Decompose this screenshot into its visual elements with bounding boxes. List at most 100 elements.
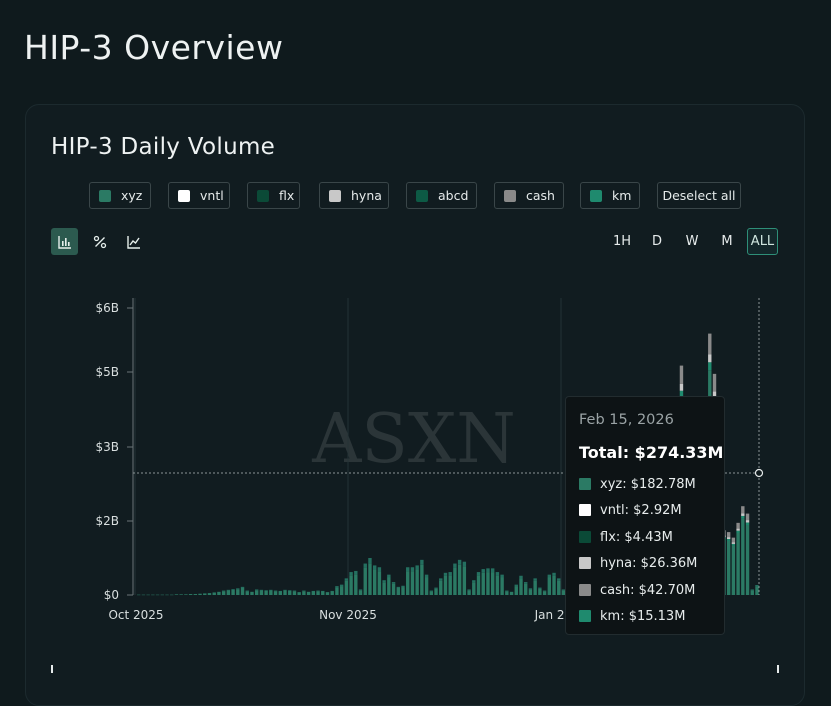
bar-xyz[interactable] bbox=[335, 587, 339, 595]
legend-item-km[interactable]: km bbox=[580, 182, 640, 209]
bar-xyz[interactable] bbox=[174, 594, 179, 595]
bar-km[interactable] bbox=[741, 515, 745, 519]
bar-xyz[interactable] bbox=[505, 591, 509, 595]
bar-xyz[interactable] bbox=[358, 590, 363, 595]
bar-other[interactable] bbox=[434, 587, 438, 589]
bar-other[interactable] bbox=[311, 590, 316, 592]
bar-xyz[interactable] bbox=[221, 591, 226, 595]
bar-xyz[interactable] bbox=[457, 564, 462, 595]
bar-xyz[interactable] bbox=[273, 591, 278, 595]
bar-xyz[interactable] bbox=[424, 577, 429, 595]
bar-hyna[interactable] bbox=[736, 528, 740, 531]
bar-other[interactable] bbox=[476, 572, 481, 576]
bar-km[interactable] bbox=[745, 522, 750, 525]
bar-xyz[interactable] bbox=[462, 566, 467, 595]
bar-xyz[interactable] bbox=[745, 524, 750, 595]
bar-xyz[interactable] bbox=[179, 594, 183, 595]
bar-cash[interactable] bbox=[726, 532, 731, 538]
bar-xyz[interactable] bbox=[514, 586, 518, 595]
bar-xyz[interactable] bbox=[184, 594, 188, 595]
bar-other[interactable] bbox=[457, 559, 462, 565]
bar-other[interactable] bbox=[221, 590, 226, 592]
bar-xyz[interactable] bbox=[396, 587, 400, 595]
bar-cash[interactable] bbox=[736, 522, 740, 529]
bar-other[interactable] bbox=[420, 559, 424, 565]
bar-xyz[interactable] bbox=[391, 583, 396, 595]
bar-other[interactable] bbox=[467, 589, 471, 591]
bar-xyz[interactable] bbox=[434, 588, 438, 595]
timeframe-d[interactable]: D bbox=[651, 234, 662, 249]
bar-cash[interactable] bbox=[745, 513, 750, 521]
bar-xyz[interactable] bbox=[278, 591, 282, 595]
bar-other[interactable] bbox=[273, 590, 278, 592]
bar-xyz[interactable] bbox=[420, 564, 424, 595]
bar-xyz[interactable] bbox=[170, 594, 174, 596]
bar-xyz[interactable] bbox=[250, 591, 254, 595]
bar-xyz[interactable] bbox=[283, 590, 287, 595]
bar-other[interactable] bbox=[391, 582, 396, 584]
legend-item-hyna[interactable]: hyna bbox=[319, 182, 389, 209]
bar-other[interactable] bbox=[335, 586, 339, 588]
bar-other[interactable] bbox=[372, 565, 377, 570]
bar-other[interactable] bbox=[481, 569, 485, 573]
bar-other[interactable] bbox=[292, 590, 297, 592]
bar-xyz[interactable] bbox=[288, 590, 292, 595]
bar-other[interactable] bbox=[524, 582, 528, 584]
bar-other[interactable] bbox=[528, 588, 533, 590]
bar-xyz[interactable] bbox=[476, 575, 481, 595]
bar-other[interactable] bbox=[439, 578, 443, 581]
bar-hyna[interactable] bbox=[726, 537, 731, 540]
bar-other[interactable] bbox=[552, 572, 556, 576]
bar-xyz[interactable] bbox=[453, 567, 457, 595]
bar-xyz[interactable] bbox=[382, 582, 386, 595]
bar-other[interactable] bbox=[236, 588, 240, 590]
bar-cash[interactable] bbox=[731, 537, 736, 543]
bar-xyz[interactable] bbox=[316, 591, 320, 595]
bar-other[interactable] bbox=[505, 590, 509, 592]
bar-xyz[interactable] bbox=[377, 571, 382, 595]
bar-xyz[interactable] bbox=[538, 588, 542, 595]
bar-xyz[interactable] bbox=[406, 571, 410, 595]
bar-xyz[interactable] bbox=[321, 591, 325, 595]
bar-xyz[interactable] bbox=[509, 591, 514, 595]
bar-other[interactable] bbox=[254, 589, 259, 591]
bar-xyz[interactable] bbox=[292, 591, 297, 595]
timeframe-w[interactable]: W bbox=[685, 234, 699, 249]
timeframe-m[interactable]: M bbox=[721, 234, 733, 249]
bar-other[interactable] bbox=[410, 567, 415, 572]
bar-xyz[interactable] bbox=[302, 591, 306, 595]
bar-xyz[interactable] bbox=[495, 575, 500, 595]
bar-other[interactable] bbox=[490, 568, 495, 573]
bar-other[interactable] bbox=[401, 585, 405, 588]
bar-xyz[interactable] bbox=[726, 540, 731, 595]
bar-other[interactable] bbox=[443, 572, 448, 576]
bar-other[interactable] bbox=[316, 590, 320, 592]
bar-other[interactable] bbox=[557, 578, 561, 581]
bar-other[interactable] bbox=[344, 578, 349, 581]
bar-xyz[interactable] bbox=[146, 594, 150, 596]
bar-other[interactable] bbox=[453, 563, 457, 568]
bar-xyz[interactable] bbox=[160, 594, 164, 596]
bar-other[interactable] bbox=[424, 574, 429, 578]
bar-other[interactable] bbox=[486, 568, 490, 573]
bar-hyna[interactable] bbox=[731, 542, 736, 544]
bar-other[interactable] bbox=[283, 589, 287, 591]
bar-xyz[interactable] bbox=[542, 591, 547, 595]
bar-km[interactable] bbox=[736, 530, 740, 533]
bar-xyz[interactable] bbox=[330, 591, 334, 595]
bar-other[interactable] bbox=[226, 589, 231, 591]
bar-xyz[interactable] bbox=[443, 575, 448, 595]
bar-other[interactable] bbox=[349, 572, 353, 576]
bar-xyz[interactable] bbox=[490, 572, 495, 595]
bar-xyz[interactable] bbox=[368, 563, 372, 595]
bar-xyz[interactable] bbox=[401, 587, 405, 595]
bar-xyz[interactable] bbox=[387, 577, 391, 595]
bar-hyna[interactable] bbox=[708, 354, 712, 363]
bar-xyz[interactable] bbox=[306, 591, 311, 595]
bar-cash[interactable] bbox=[712, 373, 717, 392]
bar-xyz[interactable] bbox=[165, 594, 169, 596]
bar-other[interactable] bbox=[500, 574, 504, 578]
bar-other[interactable] bbox=[415, 565, 419, 570]
bar-km[interactable] bbox=[679, 390, 684, 398]
bar-xyz[interactable] bbox=[533, 580, 537, 595]
